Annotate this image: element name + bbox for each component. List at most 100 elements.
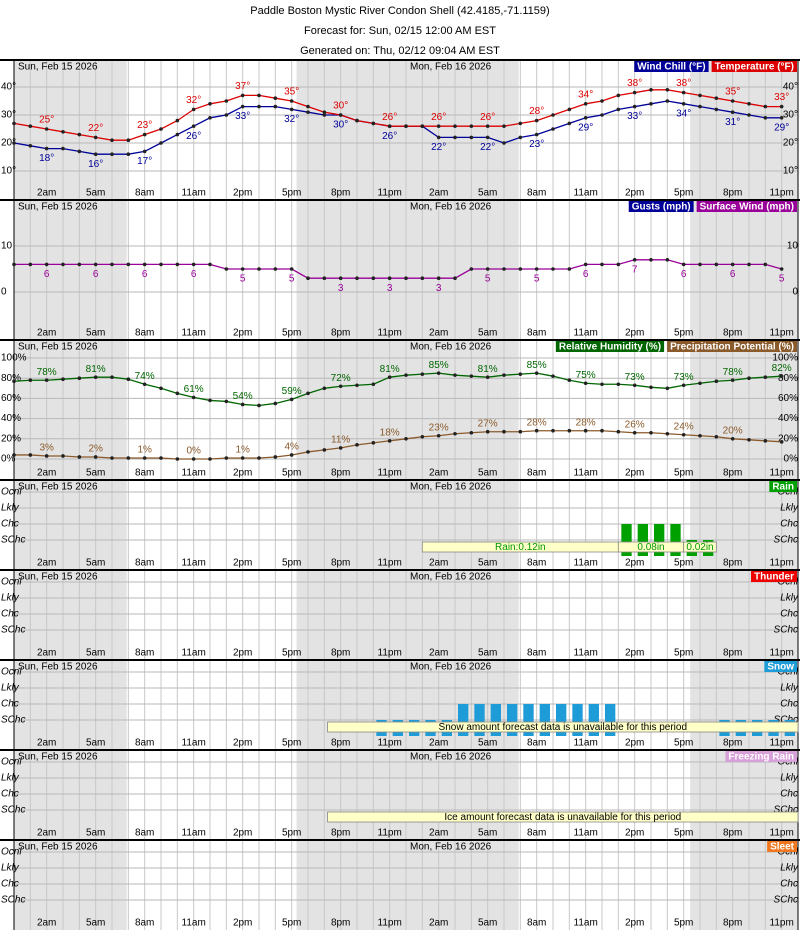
y-tick-label: Lkly [780,683,799,694]
night-shade [14,480,127,570]
x-tick-label: 8am [135,648,154,659]
data-label: 59% [282,386,302,397]
y-tick-label: Ocnl [1,847,22,858]
data-label: 22° [431,142,446,153]
data-point [355,443,359,447]
x-tick-label: 5pm [674,328,693,339]
x-tick-label: 11am [574,828,598,839]
data-point [681,90,686,95]
date-label: Sun, Feb 15 2026 [18,842,98,853]
data-point [649,258,653,262]
x-tick-label: 5am [86,738,105,749]
data-point [61,454,65,458]
data-label: 7 [632,264,638,275]
data-point [747,438,751,442]
night-shade [14,570,127,660]
annotation-box [327,811,799,823]
data-point [436,276,441,281]
data-point [28,144,33,148]
data-point [404,276,408,281]
data-label: 38° [676,78,691,89]
data-point [469,135,474,140]
data-point [306,391,310,396]
data-point [763,104,768,109]
legend-swatch [555,341,665,352]
night-shade [690,750,798,840]
data-point [142,132,147,137]
data-label: 73% [674,372,694,383]
bar [572,704,583,736]
y-tick-label: Chc [1,699,19,710]
x-tick-label: 11pm [770,918,794,929]
x-tick-label: 2am [37,828,56,839]
data-point [485,375,490,379]
bar [474,704,485,736]
data-label: 27% [478,418,498,429]
y-tick-label: 0 [1,287,7,298]
data-point [175,457,180,461]
x-tick-label: 8am [135,918,154,929]
data-point [306,450,310,454]
data-point [93,262,98,267]
data-label: 20% [723,425,743,436]
data-point [273,96,278,100]
data-point [502,267,506,271]
data-label: 33° [235,111,250,122]
data-point [763,375,768,379]
data-point [93,152,98,156]
x-tick-label: 2am [429,648,448,659]
data-label: 6 [681,269,687,280]
date-label: Mon, Feb 16 2026 [410,572,492,583]
data-point [420,372,425,376]
x-tick-label: 5pm [282,328,301,339]
data-point [567,428,572,433]
night-shade [296,480,519,570]
data-label: 26° [186,131,201,142]
data-label: 3 [387,283,393,294]
x-tick-label: 2pm [625,648,644,659]
x-tick-label: 8am [135,558,154,569]
x-tick-label: 8pm [331,828,350,839]
data-point [698,93,702,98]
bar [458,704,469,736]
data-point [518,429,523,434]
data-point [747,262,751,267]
data-label: 6 [583,269,589,280]
night-shade [296,570,519,660]
data-label: 23° [137,120,152,131]
y-tick-label: Lkly [780,863,799,874]
x-tick-label: 2pm [625,468,644,479]
data-point [257,267,261,271]
data-label: 33° [627,111,642,122]
data-point [502,429,506,434]
data-label: 28° [529,106,544,117]
data-point [224,267,229,271]
data-point [371,276,376,281]
data-label: 5 [779,274,785,285]
y-tick-label: 40% [778,413,798,424]
x-tick-label: 5am [86,558,105,569]
data-label: 5 [289,274,295,285]
x-tick-label: 5pm [674,558,693,569]
y-tick-label: SChc [1,715,25,726]
data-point [502,124,506,128]
x-tick-label: 5am [478,328,497,339]
data-label: 34° [676,108,691,119]
data-point [126,138,131,142]
x-tick-label: 2pm [233,648,252,659]
data-point [61,377,65,382]
y-tick-label: 30° [783,110,798,121]
data-point [142,456,147,460]
x-tick-label: 11am [182,918,206,929]
data-point [159,127,163,131]
data-point [404,373,408,377]
x-tick-label: 11pm [770,468,794,479]
data-point [730,378,735,383]
x-tick-label: 8pm [331,918,350,929]
y-tick-label: Chc [780,519,798,530]
data-point [387,124,392,128]
bar [605,704,616,736]
series-line [13,89,782,141]
night-shade [296,660,519,750]
date-label: Sun, Feb 15 2026 [18,752,98,763]
